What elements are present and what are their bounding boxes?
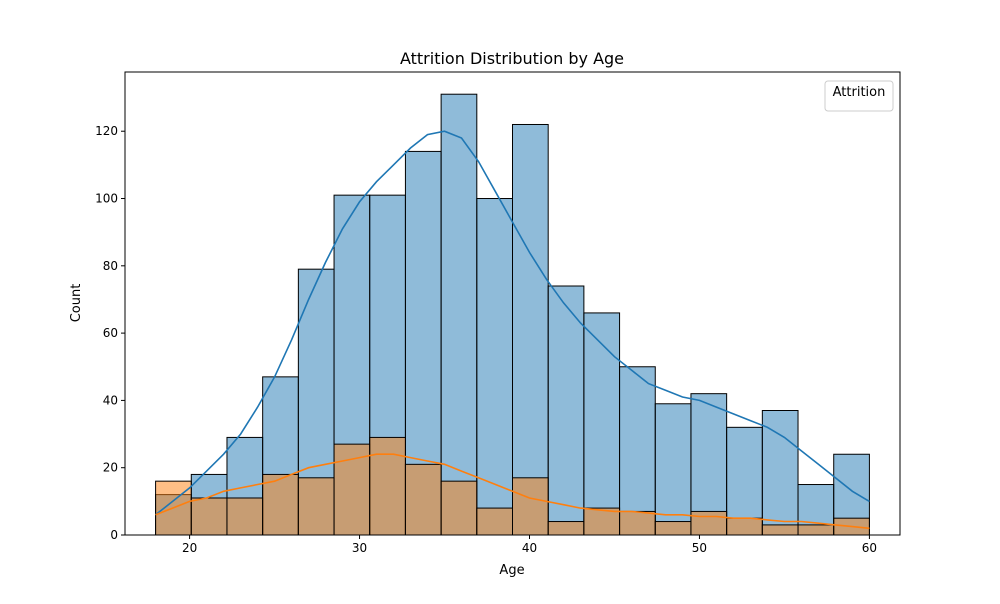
histogram-bar — [369, 436, 406, 536]
kde-curve — [155, 453, 870, 530]
y-tick-label: 20 — [103, 461, 118, 475]
x-tick-label: 30 — [352, 541, 367, 555]
histogram-bar — [654, 521, 692, 536]
histogram-bar — [547, 285, 585, 536]
y-tick-label: 60 — [103, 326, 118, 340]
y-tick-label: 100 — [95, 192, 118, 206]
y-tick-label: 0 — [110, 528, 118, 542]
histogram-bar — [761, 524, 799, 536]
x-tick-label: 50 — [692, 541, 707, 555]
histogram-bar — [726, 426, 763, 536]
histogram-bar — [333, 443, 371, 536]
histogram-bar — [583, 312, 621, 536]
histogram-bar — [440, 480, 478, 536]
x-tick-label: 40 — [522, 541, 537, 555]
histogram-bar — [404, 463, 442, 536]
y-tick-label: 120 — [95, 124, 118, 138]
histogram-bar — [512, 477, 549, 536]
histogram-bar — [512, 123, 549, 536]
histogram-bar — [761, 410, 799, 536]
x-tick-label: 20 — [182, 541, 197, 555]
histogram-bar — [654, 403, 692, 536]
legend-title: Attrition — [833, 85, 886, 100]
histogram-bar — [440, 93, 478, 536]
kde-layer — [155, 130, 870, 530]
plot-frame — [124, 71, 901, 536]
x-axis-label: Age — [499, 563, 524, 578]
histogram-bar — [619, 510, 656, 536]
axes-layer: 20 30 40 50 60 0 20 40 60 80 100 120 — [95, 71, 901, 555]
histogram-bar — [797, 524, 835, 536]
y-axis-label: Count — [69, 284, 84, 323]
x-tick-label: 60 — [862, 541, 877, 555]
kde-curve — [155, 130, 870, 516]
y-tick-label: 80 — [103, 259, 118, 273]
histogram-bar — [262, 473, 299, 536]
histogram-bar — [190, 497, 228, 536]
histogram-bar — [297, 477, 335, 536]
histogram-bar — [726, 517, 763, 536]
histogram-bar — [226, 497, 264, 536]
legend-box — [824, 80, 894, 112]
histogram-bar — [690, 510, 728, 536]
y-tick-label: 40 — [103, 393, 118, 407]
bars-layer — [155, 93, 870, 536]
chart-title: Attrition Distribution by Age — [400, 49, 624, 68]
histogram-bar — [547, 521, 585, 536]
histogram-bar — [583, 507, 621, 536]
histogram-bar — [476, 507, 513, 536]
histogram-bar — [619, 366, 656, 536]
legend: Attrition — [824, 80, 894, 112]
